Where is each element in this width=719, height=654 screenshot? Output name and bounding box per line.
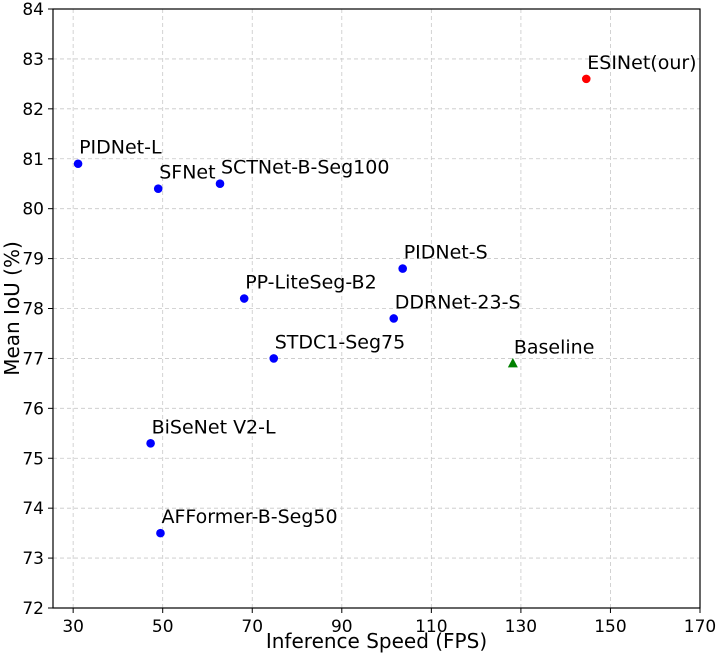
point-pidnet-s (398, 264, 407, 273)
point-ddrnet-23-s (389, 314, 399, 323)
x-tick-label: 150 (594, 617, 626, 637)
y-tick-label: 74 (22, 499, 44, 519)
point-pidnet-l (73, 159, 83, 169)
point-sfnet (153, 184, 163, 193)
y-tick-label: 72 (22, 599, 44, 619)
point-sctnet-b-seg100 (215, 179, 225, 189)
point-label-bisenet-v2-l: BiSeNet V2-L (152, 416, 276, 438)
y-tick-label: 82 (22, 100, 44, 120)
x-tick-label: 170 (684, 617, 716, 637)
x-tick-label: 30 (62, 617, 84, 637)
point-label-pp-liteseg-b2: PP-LiteSeg-B2 (245, 272, 376, 294)
point-pp-liteseg-b2 (239, 294, 249, 303)
point-baseline (507, 357, 518, 368)
point-label-pidnet-s: PIDNet-S (404, 242, 488, 264)
x-tick-label: 130 (505, 617, 537, 637)
y-tick-label: 83 (22, 50, 44, 70)
point-label-sfnet: SFNet (159, 162, 215, 184)
x-tick-label: 50 (152, 617, 174, 637)
plot-frame (52, 8, 701, 609)
data-points: PIDNet-L SFNet SCTNet-B-Seg100 PIDNet-S PP-L… (73, 52, 697, 538)
point-label-sctnet-b-seg100: SCTNet-B-Seg100 (221, 157, 389, 179)
x-tick-label: 90 (331, 617, 353, 637)
x-tick-label: 110 (415, 617, 447, 637)
axis-ticks: 30 50 70 90 110 130 150 170 72 73 74 75 76 77 78 79 80 81… (22, 0, 716, 637)
y-tick-label: 78 (22, 300, 44, 320)
point-label-ddrnet-23-s: DDRNet-23-S (395, 291, 521, 313)
y-tick-label: 75 (22, 449, 44, 469)
y-tick-label: 80 (22, 200, 44, 220)
grid (53, 8, 701, 609)
x-tick-label: 70 (241, 617, 263, 637)
point-stdc1-seg75 (269, 354, 279, 363)
point-label-stdc1-seg75: STDC1-Seg75 (275, 331, 406, 353)
y-tick-label: 79 (22, 250, 44, 270)
y-tick-label: 81 (22, 150, 44, 170)
y-tick-label: 73 (22, 549, 44, 569)
point-label-afformer-b-seg50: AFFormer-B-Seg50 (161, 506, 337, 528)
point-label-baseline: Baseline (514, 336, 595, 358)
point-esinet-our (581, 74, 591, 84)
y-tick-label: 77 (22, 349, 44, 369)
point-afformer-b-seg50 (156, 528, 165, 538)
y-tick-label: 84 (22, 0, 44, 20)
point-label-esinet-our: ESINet(our) (587, 52, 696, 74)
point-bisenet-v2-l (146, 438, 155, 448)
y-axis-label: Mean IoU (%) (0, 241, 24, 376)
point-label-pidnet-l: PIDNet-L (79, 137, 162, 159)
x-axis-label: Inference Speed (FPS) (266, 629, 487, 653)
y-tick-label: 76 (22, 399, 44, 419)
